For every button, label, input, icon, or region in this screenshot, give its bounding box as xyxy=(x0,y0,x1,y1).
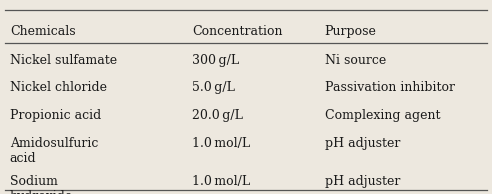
Text: Chemicals: Chemicals xyxy=(10,25,75,38)
Text: Passivation inhibitor: Passivation inhibitor xyxy=(325,81,455,94)
Text: Complexing agent: Complexing agent xyxy=(325,109,440,122)
Text: 1.0 mol/L: 1.0 mol/L xyxy=(192,137,250,150)
Text: 20.0 g/L: 20.0 g/L xyxy=(192,109,243,122)
Text: Amidosulfuric
acid: Amidosulfuric acid xyxy=(10,137,98,165)
Text: 1.0 mol/L: 1.0 mol/L xyxy=(192,175,250,188)
Text: Nickel chloride: Nickel chloride xyxy=(10,81,107,94)
Text: 5.0 g/L: 5.0 g/L xyxy=(192,81,235,94)
Text: Propionic acid: Propionic acid xyxy=(10,109,101,122)
Text: pH adjuster: pH adjuster xyxy=(325,137,400,150)
Text: 300 g/L: 300 g/L xyxy=(192,54,239,67)
Text: Purpose: Purpose xyxy=(325,25,376,38)
Text: pH adjuster: pH adjuster xyxy=(325,175,400,188)
Text: Sodium
hydroxide: Sodium hydroxide xyxy=(10,175,73,194)
Text: Ni source: Ni source xyxy=(325,54,386,67)
Text: Nickel sulfamate: Nickel sulfamate xyxy=(10,54,117,67)
Text: Concentration: Concentration xyxy=(192,25,282,38)
